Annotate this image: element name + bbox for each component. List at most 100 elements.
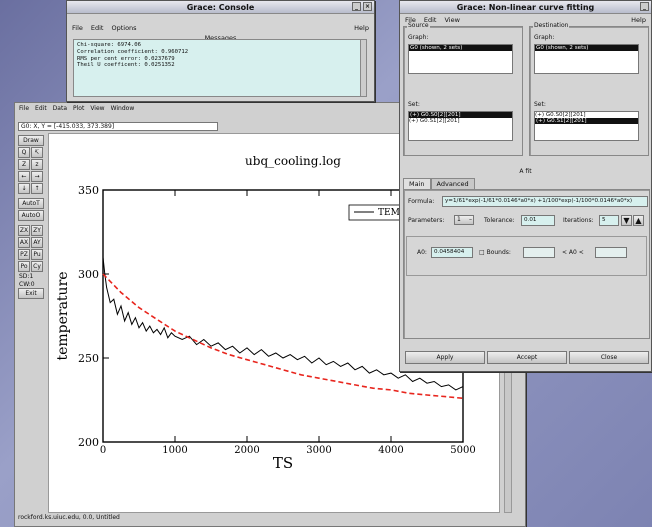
dest-graph-item[interactable]: G0 (shown, 2 sets) — [535, 45, 638, 51]
tolerance-input[interactable]: 0.01 — [521, 215, 555, 226]
set-depth-label: SD:1 — [19, 273, 34, 280]
menu-plot[interactable]: Plot — [73, 105, 85, 112]
tab-advanced[interactable]: Advanced — [430, 178, 475, 189]
zy-button[interactable]: ZY — [31, 225, 43, 236]
source-graph-list[interactable]: G0 (shown, 2 sets) — [408, 44, 513, 74]
formula-label: Formula: — [408, 198, 435, 205]
formula-input[interactable]: y=1/61*exp(-1/61*0.0146*a0*x) +1/100*exp… — [442, 196, 648, 207]
dest-set-item[interactable]: (+) G0.S1[2][201] — [535, 118, 638, 124]
messages-scrollbar[interactable] — [360, 39, 367, 97]
console-titlebar[interactable]: Grace: Console _ × — [67, 1, 374, 14]
chevron-down-icon: – — [469, 216, 472, 223]
lower-bound-input[interactable] — [523, 247, 555, 258]
y-tick-label: 200 — [78, 436, 99, 449]
fit-menu-help[interactable]: Help — [631, 15, 646, 24]
iterations-label: Iterations: — [563, 217, 594, 224]
x-tick-label: 5000 — [450, 445, 475, 456]
dest-graph-list[interactable]: G0 (shown, 2 sets) — [534, 44, 639, 74]
destination-label: Destination — [533, 22, 570, 29]
close-button[interactable]: Close — [569, 351, 649, 364]
x-axis-label: TS — [273, 454, 293, 472]
status-bar: rockford.ks.uiuc.edu, 0.0, Untitled — [18, 514, 120, 521]
message-line: RMS per cent error: 0.0237679 — [77, 55, 175, 62]
parameters-value: 1 — [457, 216, 461, 223]
scroll-left-button[interactable]: ← — [18, 171, 30, 182]
minimize-icon[interactable]: _ — [352, 2, 361, 11]
scroll-up-button[interactable]: ↑ — [31, 183, 43, 194]
exit-button[interactable]: Exit — [18, 288, 44, 299]
main-tab-panel: Formula: y=1/61*exp(-1/61*0.0146*a0*x) +… — [403, 189, 650, 339]
console-menu-help[interactable]: Help — [354, 23, 369, 32]
fit-tabs: Main Advanced — [403, 178, 475, 189]
source-graph-label: Graph: — [408, 34, 429, 41]
scroll-right-button[interactable]: → — [31, 171, 43, 182]
fit-titlebar[interactable]: Grace: Non-linear curve fitting _ — [400, 1, 651, 14]
console-window: Grace: Console _ × File Edit Options Hel… — [66, 0, 375, 102]
parameters-select[interactable]: 1 – — [454, 215, 474, 225]
autot-button[interactable]: AutoT — [18, 198, 44, 209]
dest-set-list[interactable]: (+) G0.S0[2][201] (+) G0.S1[2][201] — [534, 111, 639, 141]
ay-button[interactable]: AY — [31, 237, 43, 248]
fit-series-line — [102, 273, 464, 400]
fit-menu-view[interactable]: View — [444, 15, 460, 24]
pz-button[interactable]: PZ — [18, 249, 30, 260]
fit-menu-edit[interactable]: Edit — [423, 15, 437, 24]
console-menu-options[interactable]: Options — [111, 23, 137, 32]
source-set-list[interactable]: (+) G0.S0[2][201] (+) G0.S1[2][201] — [408, 111, 513, 141]
main-menubar: File Edit Data Plot View Window — [15, 105, 525, 115]
console-menu-file[interactable]: File — [72, 23, 83, 32]
fit-menubar: File Edit View Help — [400, 14, 651, 25]
tab-main[interactable]: Main — [403, 178, 431, 189]
dest-set-item[interactable]: (+) G0.S0[2][201] — [535, 112, 586, 118]
fit-menu-file[interactable]: File — [405, 15, 416, 24]
legend-label: TEMP — [378, 208, 406, 218]
scroll-down-button[interactable]: ↓ — [18, 183, 30, 194]
a0-input[interactable]: 0.0458404 — [431, 247, 473, 258]
y-tick-label: 250 — [78, 352, 99, 365]
accept-button[interactable]: Accept — [487, 351, 567, 364]
menu-edit[interactable]: Edit — [35, 105, 47, 112]
po-button[interactable]: Po — [18, 261, 30, 272]
source-set-item[interactable]: (+) G0.S1[2][201] — [409, 118, 460, 124]
messages-text[interactable]: Chi-square: 6974.06 Correlation coeffici… — [73, 39, 363, 97]
minimize-icon[interactable]: _ — [640, 2, 649, 11]
a-fit-label: A fit — [519, 168, 532, 175]
x-tick-label: 3000 — [306, 445, 331, 456]
console-menu-edit[interactable]: Edit — [90, 23, 104, 32]
zoom-in-button[interactable]: Z — [18, 159, 30, 170]
messages-label: Messages — [204, 34, 237, 42]
console-menubar: File Edit Options Help — [67, 22, 374, 33]
source-graph-item[interactable]: G0 (shown, 2 sets) — [409, 45, 512, 51]
menu-data[interactable]: Data — [52, 105, 67, 112]
source-set-item[interactable]: (+) G0.S0[2][201] — [409, 112, 512, 118]
menu-window[interactable]: Window — [110, 105, 135, 112]
close-icon[interactable]: × — [363, 2, 372, 11]
fit-window: Grace: Non-linear curve fitting _ File E… — [399, 0, 652, 372]
bounds-checkbox[interactable]: □ Bounds: — [479, 249, 511, 256]
draw-button[interactable]: Draw — [18, 135, 44, 146]
arrow-down-icon[interactable]: ▼ — [621, 215, 632, 226]
ax-button[interactable]: AX — [18, 237, 30, 248]
autoscale-button[interactable]: ↸ — [31, 147, 43, 158]
source-label: Source — [407, 22, 430, 29]
menu-view[interactable]: View — [90, 105, 105, 112]
x-tick-label: 2000 — [234, 445, 259, 456]
upper-bound-input[interactable] — [595, 247, 627, 258]
checkbox-icon: □ — [479, 249, 485, 256]
menu-file[interactable]: File — [19, 105, 30, 112]
zoom-button[interactable]: Q — [18, 147, 30, 158]
apply-button[interactable]: Apply — [405, 351, 485, 364]
dest-graph-label: Graph: — [534, 34, 555, 41]
arrow-up-icon[interactable]: ▲ — [633, 215, 644, 226]
iterations-input[interactable]: 5 — [599, 215, 619, 226]
zx-button[interactable]: ZX — [18, 225, 30, 236]
tolerance-label: Tolerance: — [484, 217, 515, 224]
cy-button[interactable]: Cy — [31, 261, 43, 272]
zoom-out-button[interactable]: z — [31, 159, 43, 170]
parameters-label: Parameters: — [408, 217, 445, 224]
autoo-button[interactable]: AutoO — [18, 210, 44, 221]
parameter-box: A0: 0.0458404 □ Bounds: < A0 < — [406, 236, 647, 276]
coordinate-readout: G0: X, Y = [-415.033, 373.389] — [18, 122, 218, 131]
y-tick-label: 300 — [78, 268, 99, 281]
pu-button[interactable]: Pu — [31, 249, 43, 260]
